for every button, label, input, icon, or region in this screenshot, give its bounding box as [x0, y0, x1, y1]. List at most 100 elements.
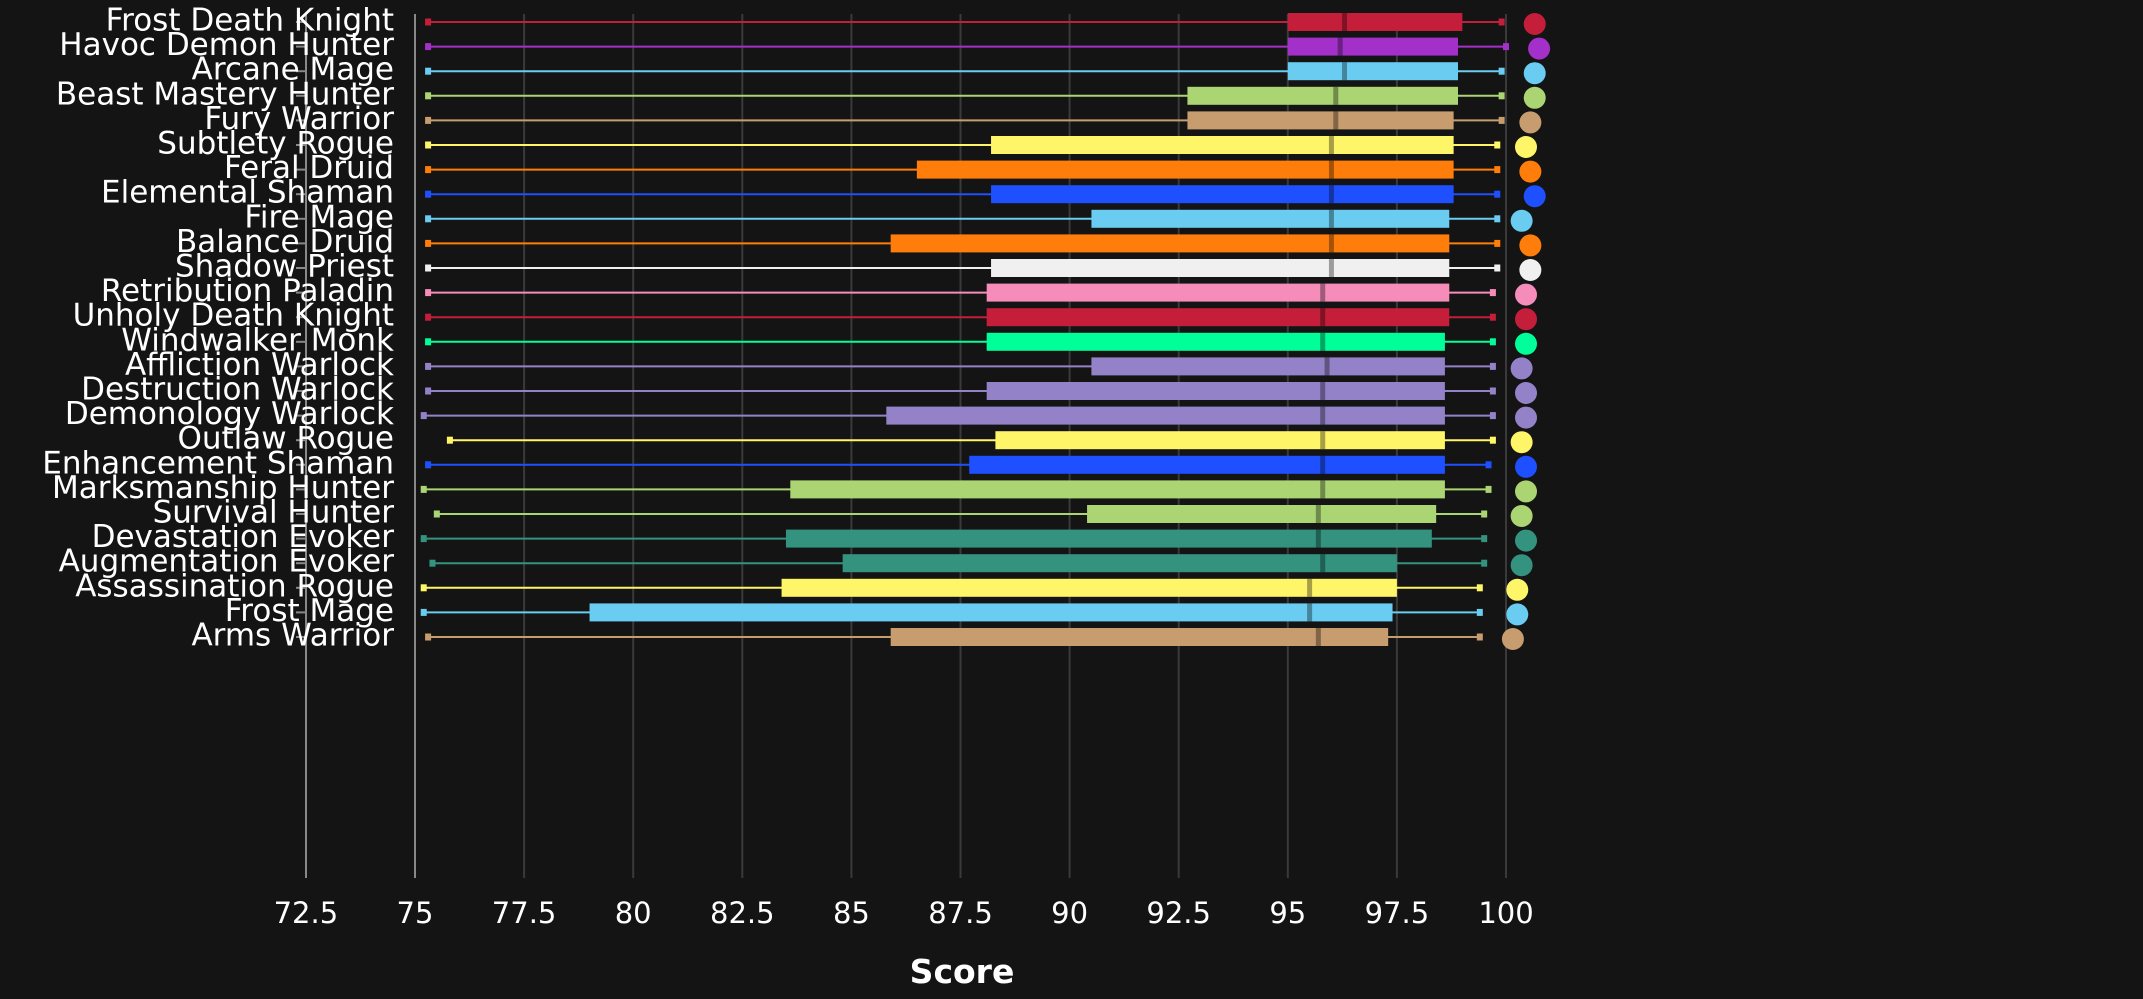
category-label: Demonology Warlock — [65, 396, 394, 432]
whisker-max-cap — [1485, 461, 1492, 469]
category-label: Beast Mastery Hunter — [56, 76, 394, 112]
x-tick-label: 95 — [1269, 896, 1306, 930]
whisker-max-cap — [1494, 239, 1501, 247]
box — [886, 406, 1445, 425]
box — [785, 529, 1432, 548]
box — [986, 308, 1450, 327]
whisker-min-cap — [420, 584, 427, 592]
plot-area — [420, 13, 1551, 650]
whisker-min-cap — [425, 215, 432, 223]
top-score-dot — [1519, 234, 1542, 257]
whisker-max-cap — [1476, 633, 1483, 641]
top-score-dot — [1510, 357, 1533, 380]
category-label: Windwalker Monk — [121, 322, 394, 358]
median-mark — [1342, 62, 1348, 81]
whisker-min-cap — [425, 18, 432, 26]
whisker-min-cap — [425, 289, 432, 297]
whisker-max-cap — [1476, 608, 1483, 616]
top-score-dot — [1519, 259, 1542, 281]
median-mark — [1328, 185, 1334, 204]
top-score-dot — [1510, 431, 1533, 454]
median-mark — [1307, 578, 1313, 597]
box — [1087, 505, 1437, 523]
box — [986, 332, 1445, 351]
whisker-max-cap — [1494, 141, 1501, 149]
box — [1287, 13, 1463, 31]
x-tick-label: 75 — [397, 896, 434, 930]
whisker-max-cap — [1489, 362, 1496, 370]
x-tick-label: 82.5 — [710, 896, 775, 930]
whisker-min-cap — [425, 67, 432, 75]
whisker-min-cap — [425, 116, 432, 124]
category-label: Augmentation Evoker — [59, 544, 395, 580]
category-label: Enhancement Shaman — [42, 445, 394, 481]
whisker-max-cap — [1498, 18, 1505, 26]
x-tick-label: 92.5 — [1146, 896, 1211, 930]
median-mark — [1315, 529, 1321, 548]
median-mark — [1328, 259, 1334, 277]
box — [969, 455, 1445, 474]
category-label: Feral Druid — [224, 150, 394, 186]
whisker-min-cap — [433, 510, 440, 518]
median-mark — [1328, 136, 1334, 154]
median-mark — [1328, 160, 1334, 179]
category-label: Assassination Rogue — [75, 568, 394, 604]
median-mark — [1320, 431, 1326, 450]
whisker-max-cap — [1489, 387, 1496, 395]
category-label: Arms Warrior — [191, 618, 394, 654]
whisker-max-cap — [1494, 264, 1501, 272]
top-score-dot — [1515, 136, 1537, 158]
whisker-max-cap — [1481, 559, 1488, 567]
whisker-max-cap — [1498, 92, 1505, 100]
whisker-min-cap — [425, 338, 432, 346]
category-label: Frost Death Knight — [106, 3, 394, 39]
median-mark — [1320, 455, 1326, 474]
top-score-dot — [1515, 455, 1537, 478]
whisker-max-cap — [1489, 338, 1496, 346]
top-score-dot — [1506, 603, 1529, 626]
median-mark — [1342, 13, 1348, 31]
box — [1187, 86, 1458, 105]
median-mark — [1320, 283, 1326, 302]
median-mark — [1315, 628, 1321, 646]
top-score-dot — [1528, 37, 1551, 60]
category-label: Elemental Shaman — [101, 175, 394, 211]
category-label: Fury Warrior — [204, 101, 394, 137]
median-mark — [1320, 554, 1326, 573]
whisker-min-cap — [420, 535, 427, 543]
whisker-min-cap — [425, 92, 432, 100]
whisker-max-cap — [1494, 166, 1501, 174]
whisker-max-cap — [1494, 215, 1501, 223]
whisker-min-cap — [429, 559, 436, 567]
whisker-max-cap — [1489, 436, 1496, 444]
category-label: Fire Mage — [244, 199, 394, 235]
box — [995, 431, 1445, 450]
whisker-min-cap — [425, 387, 432, 395]
median-mark — [1315, 505, 1321, 523]
category-label: Marksmanship Hunter — [52, 470, 394, 506]
median-mark — [1328, 234, 1334, 253]
median-mark — [1320, 406, 1326, 425]
top-score-dot — [1519, 160, 1542, 183]
x-tick-label: 77.5 — [492, 896, 557, 930]
whisker-min-cap — [425, 313, 432, 321]
box — [986, 382, 1445, 400]
whisker-min-cap — [425, 141, 432, 149]
x-axis-ticks: 72.5 75 77.5 80 82.5 85 87.5 90 92.5 95 97.5 100 — [274, 896, 1534, 930]
whisker-max-cap — [1498, 116, 1505, 124]
box — [1091, 209, 1450, 228]
box — [1287, 37, 1458, 56]
whisker-max-cap — [1485, 485, 1492, 493]
median-mark — [1324, 357, 1330, 376]
whisker-max-cap — [1489, 313, 1496, 321]
box — [890, 628, 1389, 646]
x-tick-label: 85 — [833, 896, 870, 930]
top-score-dot — [1515, 308, 1537, 331]
x-tick-label: 87.5 — [928, 896, 993, 930]
top-score-dot — [1523, 62, 1546, 85]
whisker-max-cap — [1481, 535, 1488, 543]
median-mark — [1333, 86, 1339, 105]
median-mark — [1328, 209, 1334, 228]
whisker-max-cap — [1481, 510, 1488, 518]
